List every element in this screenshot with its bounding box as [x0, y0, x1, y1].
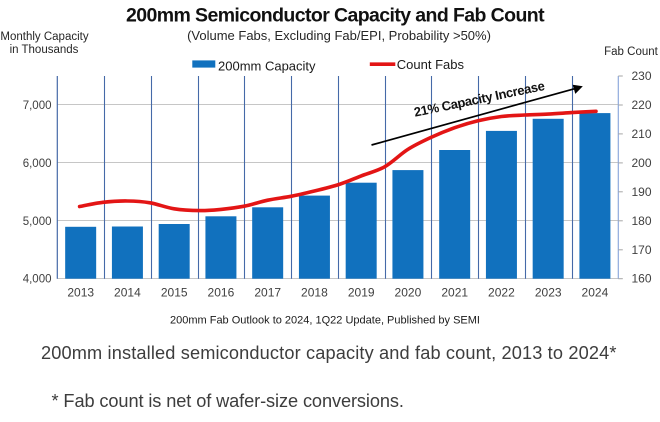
svg-text:180: 180: [632, 214, 652, 228]
svg-text:230: 230: [632, 69, 652, 83]
svg-text:200mm Capacity: 200mm Capacity: [218, 59, 316, 74]
svg-text:(Volume Fabs, Excluding Fab/EP: (Volume Fabs, Excluding Fab/EPI, Probabi…: [187, 28, 491, 43]
svg-text:190: 190: [632, 185, 652, 199]
svg-text:2016: 2016: [208, 286, 235, 300]
svg-text:170: 170: [632, 243, 652, 257]
svg-text:2017: 2017: [254, 286, 281, 300]
svg-text:2021: 2021: [441, 286, 468, 300]
svg-text:6,000: 6,000: [23, 158, 52, 170]
svg-text:Monthly Capacity: Monthly Capacity: [0, 31, 88, 43]
svg-text:200mm Fab Outlook to 2024, 1Q2: 200mm Fab Outlook to 2024, 1Q22 Update, …: [170, 315, 480, 327]
svg-text:4,000: 4,000: [23, 274, 52, 286]
svg-text:in Thousands: in Thousands: [10, 44, 79, 56]
svg-text:2015: 2015: [161, 286, 188, 300]
svg-text:210: 210: [632, 127, 652, 141]
svg-text:2013: 2013: [67, 286, 94, 300]
svg-text:* Fab count is net of wafer-si: * Fab count is net of wafer-size convers…: [52, 391, 404, 411]
svg-text:220: 220: [632, 98, 652, 112]
svg-text:160: 160: [632, 272, 652, 286]
svg-text:2018: 2018: [301, 286, 328, 300]
svg-text:2023: 2023: [535, 286, 562, 300]
svg-text:Fab Count: Fab Count: [604, 46, 659, 58]
svg-text:2024: 2024: [582, 286, 609, 300]
svg-text:200mm installed semiconductor: 200mm installed semiconductor capacity a…: [41, 343, 617, 363]
svg-text:200mm Semiconductor Capacity a: 200mm Semiconductor Capacity and Fab Cou…: [126, 5, 545, 27]
svg-text:5,000: 5,000: [23, 216, 52, 228]
svg-text:Count Fabs: Count Fabs: [397, 57, 465, 72]
svg-text:200: 200: [632, 156, 652, 170]
svg-text:2022: 2022: [488, 286, 515, 300]
svg-text:2019: 2019: [348, 286, 375, 300]
svg-text:2014: 2014: [114, 286, 141, 300]
svg-text:2020: 2020: [395, 286, 422, 300]
svg-text:7,000: 7,000: [23, 100, 52, 112]
